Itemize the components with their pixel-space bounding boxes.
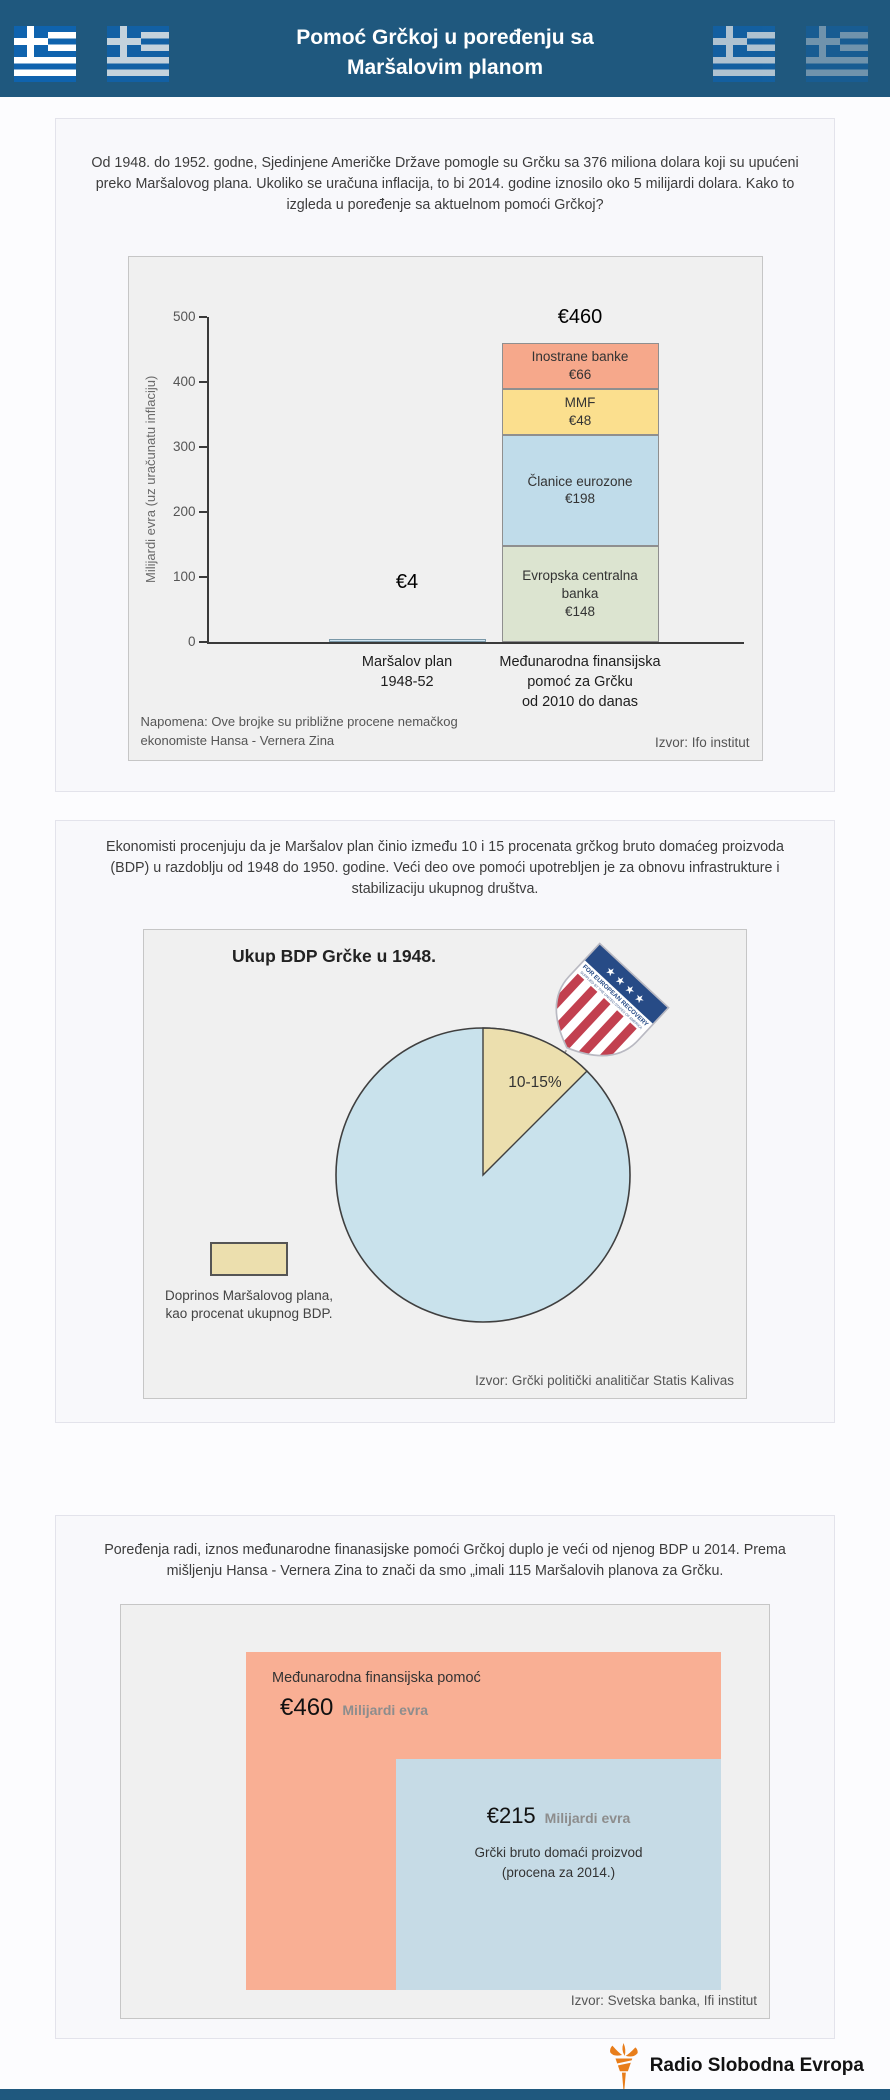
rfe-torch-icon — [609, 2043, 638, 2089]
aid-value: €460 — [280, 1694, 334, 1721]
flag-cross-canton — [107, 26, 141, 57]
aid-value-row: €460 Milijardi evra — [246, 1686, 721, 1722]
gdp-area-rect: €215 Milijardi evra Grčki bruto domaći pr… — [396, 1759, 721, 1990]
y-tick-mark — [198, 511, 207, 513]
chart-source: Izvor: Ifo institut — [654, 735, 750, 750]
bar-total-label: €460 — [557, 306, 603, 328]
section3-intro: Poređenja radi, iznos međunarodne finana… — [104, 1542, 786, 1579]
y-tick-label: 300 — [172, 439, 196, 454]
bar-total-label: €4 — [395, 571, 419, 593]
y-tick-label: 200 — [172, 504, 196, 519]
y-tick-mark — [198, 576, 207, 578]
bar-segment--lanice-eurozone: Članice eurozone €198 — [501, 435, 659, 546]
y-tick-mark — [198, 641, 207, 643]
gdp-rect-label: Grčki bruto domaći proizvod (procena za … — [396, 1843, 721, 1882]
gdp-unit: Milijardi evra — [544, 1810, 631, 1826]
flag-cross-canton — [14, 26, 48, 57]
greek-flag-icon — [806, 26, 868, 82]
section2-intro: Ekonomisti procenjuju da je Maršalov pla… — [106, 839, 784, 897]
legend-caption-line2: kao procenat ukupnog BDP. — [165, 1306, 333, 1322]
legend-swatch — [210, 1242, 288, 1276]
section-gdp-share: Ekonomisti procenjuju da je Maršalov pla… — [55, 820, 835, 1423]
bar-segment-inostrane-banke: Inostrane banke €66 — [501, 343, 659, 390]
y-tick-mark — [198, 316, 207, 318]
y-axis-title: Milijardi evra (uz uračunatu inflaciju) — [142, 375, 158, 584]
page-title-line2: Maršalovim planom — [346, 56, 544, 80]
brand-logo: Radio Slobodna Evropa — [603, 2043, 864, 2089]
chart-note: Napomena: Ove brojke su približne procen… — [140, 714, 458, 748]
section-marshall-vs-aid: Od 1948. do 1952. godne, Sjedinjene Amer… — [55, 118, 835, 792]
gdp-value-row: €215 Milijardi evra — [396, 1803, 721, 1829]
legend-caption-line1: Doprinos Maršalovog plana, — [164, 1288, 334, 1303]
aid-area-rect: Međunarodna finansijska pomoć €460 Milija… — [246, 1652, 721, 1990]
bar-chart-panel: Milijardi evra (uz uračunatu inflaciju) … — [127, 256, 763, 761]
y-tick-label: 400 — [172, 374, 196, 389]
y-axis-ticks: 0 100 200 300 400 500 — [173, 309, 744, 649]
x-axis-category-label: Međunarodna finansijska pomoć za Grčku od … — [499, 654, 661, 710]
bar-stack — [328, 639, 486, 642]
page-title-line1: Pomoć Grčkoj u poređenju sa — [296, 26, 594, 49]
y-tick-label: 500 — [172, 309, 196, 324]
pie-chart-panel: 10-15% Ukup BDP Grčke u 1948. ★ ★ ★ ★ FO… — [143, 929, 747, 1399]
aid-rect-label: Međunarodna finansijska pomoć — [272, 1670, 481, 1686]
chart-source: Izvor: Svetska banka, Ifi institut — [570, 1993, 757, 2008]
chart-source: Izvor: Grčki politički analitičar Statis… — [475, 1373, 734, 1388]
x-axis-category-label: Maršalov plan 1948-52 — [361, 654, 453, 690]
page-header: Pomoć Grčkoj u poređenju sa Maršalovim pl… — [0, 0, 890, 97]
y-tick-label: 0 — [187, 634, 196, 649]
greek-flag-icon — [14, 26, 76, 82]
flag-cross-canton — [806, 26, 840, 57]
pie-legend: Doprinos Maršalovog plana, kao procenat … — [164, 1242, 334, 1323]
legend-caption: Doprinos Maršalovog plana, kao procenat … — [164, 1287, 334, 1323]
bar-international-aid: €460 Evropska centralna banka €148 Članice… — [499, 306, 660, 710]
bar-segment-mmf: MMF €48 — [501, 389, 659, 436]
page-footer: Radio Slobodna Evropa — [0, 2039, 890, 2089]
gdp-label-line2: (procena za 2014.) — [501, 1864, 616, 1880]
pie-marshall-wedge — [482, 1027, 588, 1177]
page-title: Pomoć Grčkoj u poređenju sa Maršalovim pl… — [0, 0, 890, 84]
pie-chart-title: Ukup BDP Grčke u 1948. — [232, 946, 436, 966]
y-tick-mark — [198, 446, 207, 448]
y-tick-label: 100 — [172, 569, 196, 584]
bar-chart-plot-area: 0 100 200 300 400 500 €4 Maršalov plan 1948-52… — [173, 306, 744, 710]
bar-stack: Evropska centralna banka €148 Članice euro… — [501, 343, 659, 642]
pie-chart: 10-15% — [335, 1013, 631, 1323]
marshall-plan-shield-icon: ★ ★ ★ ★ FOR EUROPEAN RECOVERY SUPPLIED B… — [523, 931, 681, 1089]
flag-stripes — [806, 26, 868, 82]
aid-unit: Milijardi evra — [342, 1702, 428, 1718]
greek-flag-icon — [713, 26, 775, 82]
gdp-value: €215 — [486, 1803, 536, 1828]
y-tick-mark — [198, 381, 207, 383]
section-aid-vs-gdp: Poređenja radi, iznos međunarodne finana… — [55, 1515, 835, 2039]
bottom-accent-bar — [0, 2089, 890, 2100]
bar-segment-evropska-centralna-banka: Evropska centralna banka €148 — [501, 545, 659, 642]
bar-marshall-plan: €4 Maršalov plan 1948-52 — [328, 571, 486, 690]
flag-cross-canton — [713, 26, 747, 57]
section1-intro: Od 1948. do 1952. godne, Sjedinjene Amer… — [91, 155, 799, 213]
greek-flag-icon — [107, 26, 169, 82]
bar-segment-plain — [328, 639, 486, 642]
gdp-label-line1: Grčki bruto domaći proizvod — [474, 1845, 643, 1860]
pie-wedge-label: 10-15% — [508, 1074, 562, 1091]
area-comparison-panel: Međunarodna finansijska pomoć €460 Milija… — [120, 1604, 770, 2019]
brand-name: Radio Slobodna Evropa — [649, 2055, 864, 2076]
